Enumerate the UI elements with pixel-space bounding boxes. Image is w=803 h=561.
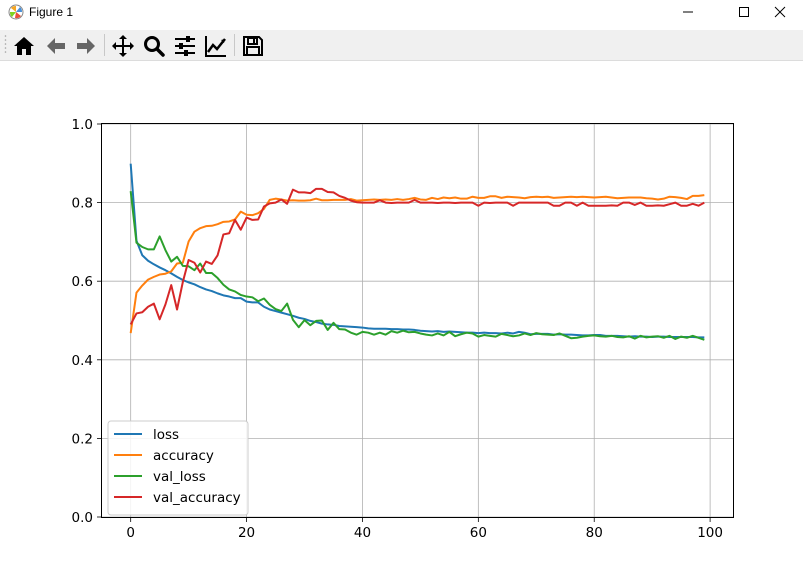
- back-icon: [47, 38, 65, 54]
- series-line-loss: [129, 163, 705, 339]
- edit-axis-button[interactable]: [203, 33, 229, 59]
- y-tick-label: 0.0: [72, 510, 93, 526]
- home-icon: [14, 37, 34, 55]
- series-line-val-accuracy: [129, 187, 705, 325]
- window-title: Figure 1: [29, 5, 74, 19]
- back-button[interactable]: [43, 33, 69, 59]
- x-tick-label: 40: [354, 525, 371, 541]
- matplotlib-app-icon: [8, 4, 24, 20]
- figure-canvas[interactable]: 0 20 40 60 80 100 0.0 0.2 0.4 0.6 0.8 1.0 loss accur…: [0, 61, 803, 561]
- legend: loss accuracy val_loss val_accuracy: [107, 420, 249, 516]
- home-button[interactable]: [11, 33, 37, 59]
- navigation-toolbar: [0, 30, 803, 61]
- minimize-icon: [683, 11, 693, 13]
- zoom-button[interactable]: [141, 33, 167, 59]
- save-icon: [243, 36, 263, 56]
- axis-ticks: 0 20 40 60 80 100 0.0 0.2 0.4 0.6 0.8 1.0: [72, 117, 723, 541]
- x-tick-label: 100: [697, 525, 723, 541]
- series-line-accuracy: [129, 194, 705, 334]
- legend-box: [107, 420, 249, 516]
- save-button[interactable]: [240, 33, 266, 59]
- x-tick-label: 60: [470, 525, 487, 541]
- title-bar: Figure 1: [0, 0, 803, 24]
- y-tick-label: 0.8: [72, 196, 93, 212]
- zoom-icon: [144, 36, 165, 57]
- maximize-icon: [739, 7, 749, 17]
- y-tick-label: 0.6: [72, 274, 93, 290]
- edit-axis-icon: [205, 36, 226, 57]
- maximize-button[interactable]: [721, 0, 767, 24]
- pan-button[interactable]: [110, 33, 136, 59]
- toolbar-grip: [4, 35, 7, 53]
- legend-label: accuracy: [153, 448, 214, 464]
- x-tick-label: 80: [586, 525, 603, 541]
- axes-frame: [101, 123, 734, 518]
- series-lines: [129, 163, 705, 341]
- configure-subplots-icon: [175, 36, 195, 56]
- minimize-button[interactable]: [665, 0, 711, 24]
- x-tick-label: 0: [126, 525, 135, 541]
- legend-label: val_loss: [153, 469, 206, 485]
- x-tick-label: 20: [238, 525, 255, 541]
- close-icon: [774, 6, 786, 18]
- configure-subplots-button[interactable]: [172, 33, 198, 59]
- toolbar-separator: [234, 34, 235, 56]
- y-tick-label: 1.0: [72, 117, 93, 133]
- toolbar-separator: [104, 34, 105, 56]
- forward-button[interactable]: [73, 33, 99, 59]
- forward-icon: [77, 38, 95, 54]
- close-button[interactable]: [757, 0, 803, 24]
- y-tick-label: 0.4: [72, 353, 93, 369]
- series-line-val-loss: [129, 191, 705, 341]
- legend-label: loss: [153, 427, 179, 443]
- y-tick-label: 0.2: [72, 431, 93, 447]
- pan-icon: [112, 35, 134, 57]
- legend-label: val_accuracy: [153, 490, 241, 506]
